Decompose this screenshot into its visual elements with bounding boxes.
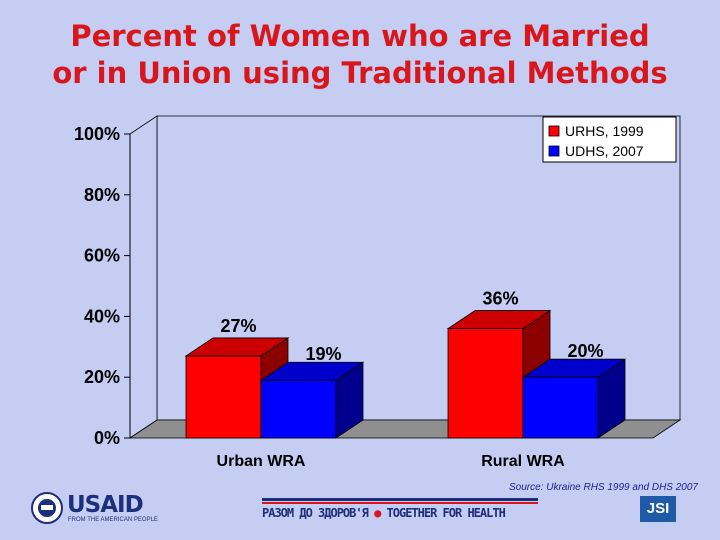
data-label: 19% bbox=[305, 344, 341, 364]
bar-udhs-2007-0 bbox=[260, 379, 337, 439]
data-label: 36% bbox=[482, 289, 518, 309]
x-category-label: Urban WRA bbox=[217, 453, 306, 470]
chart-title: Percent of Women who are Married or in U… bbox=[0, 18, 720, 92]
usaid-tagline: FROM THE AMERICAN PEOPLE bbox=[68, 517, 158, 523]
legend-swatch bbox=[548, 145, 560, 157]
y-tick-label: 0% bbox=[94, 428, 120, 448]
bar-urhs-1999-1 bbox=[447, 328, 524, 439]
banner-text: РАЗОМ ДО ЗДОРОВ'Я ● TOGETHER FOR HEALTH bbox=[262, 506, 506, 520]
jsi-logo: JSI bbox=[640, 496, 676, 522]
legend-label: UDHS, 2007 bbox=[565, 143, 644, 159]
banner-right-text: TOGETHER FOR HEALTH bbox=[386, 506, 506, 520]
legend-label: URHS, 1999 bbox=[565, 123, 644, 139]
y-tick-label: 100% bbox=[74, 124, 120, 144]
banner-stripe-icon bbox=[262, 498, 538, 504]
legend-swatch bbox=[548, 125, 560, 137]
data-label: 20% bbox=[567, 341, 603, 361]
plot-side-wall bbox=[129, 115, 158, 439]
y-tick-label: 80% bbox=[84, 185, 120, 205]
usaid-logo: USAID FROM THE AMERICAN PEOPLE bbox=[30, 490, 160, 530]
y-tick-label: 60% bbox=[84, 246, 120, 266]
usaid-name: USAID bbox=[67, 492, 144, 518]
source-note: Source: Ukraine RHS 1999 and DHS 2007 bbox=[509, 482, 698, 493]
data-label: 27% bbox=[220, 316, 256, 336]
legend-box bbox=[542, 116, 677, 163]
x-category-label: Rural WRA bbox=[481, 453, 565, 470]
banner-left-text: РАЗОМ ДО ЗДОРОВ'Я bbox=[262, 506, 369, 520]
bar-side-face bbox=[597, 358, 626, 439]
heart-icon: ● bbox=[374, 506, 381, 520]
y-tick-label: 40% bbox=[84, 306, 120, 326]
bar-udhs-2007-1 bbox=[522, 376, 599, 439]
health-banner: РАЗОМ ДО ЗДОРОВ'Я ● TOGETHER FOR HEALTH bbox=[262, 498, 538, 524]
title-line-2: or in Union using Traditional Methods bbox=[52, 56, 668, 90]
title-line-1: Percent of Women who are Married bbox=[70, 19, 650, 53]
bar-side-face bbox=[335, 361, 364, 439]
y-tick-label: 20% bbox=[84, 367, 120, 387]
bar-urhs-1999-0 bbox=[185, 355, 262, 439]
usaid-seal-icon bbox=[31, 492, 63, 524]
